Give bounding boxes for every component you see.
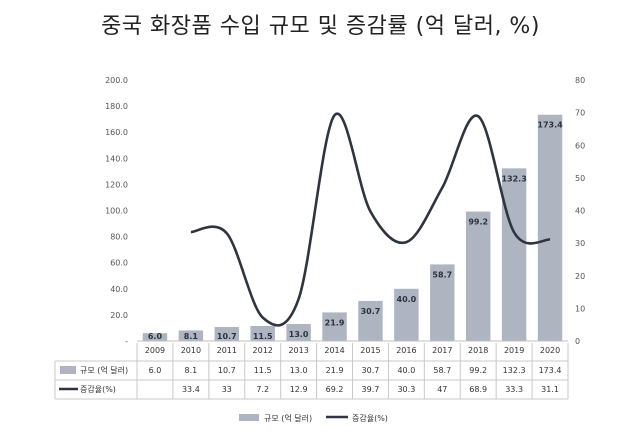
y-right-tick-label: 60 [575, 141, 585, 150]
y-right-tick-label: 20 [575, 272, 585, 281]
bar-value-label: 132.3 [501, 174, 526, 183]
y-left-tick-label: 180.0 [105, 102, 128, 111]
x-tick-label: 2016 [396, 346, 416, 355]
table-cell: 8.1 [185, 366, 198, 375]
bar-value-label: 8.1 [184, 332, 199, 341]
table-cell: 33.3 [505, 385, 523, 394]
y-left-tick-label: 80.0 [110, 233, 128, 242]
legend-label: 증감율(%) [352, 413, 388, 423]
bar [537, 114, 563, 341]
x-tick-label: 2009 [145, 346, 165, 355]
x-tick-label: 2014 [324, 346, 344, 355]
y-left-tick-label: 160.0 [105, 128, 128, 137]
y-right-tick-label: 70 [575, 109, 585, 118]
bar-value-label: 40.0 [397, 295, 417, 304]
table-cell: 6.0 [149, 366, 162, 375]
table-cell: 40.0 [397, 366, 415, 375]
x-tick-label: 2020 [540, 346, 560, 355]
y-right-tick-label: 40 [575, 207, 585, 216]
table-cell: 99.2 [469, 366, 487, 375]
table-cell: 31.1 [541, 385, 559, 394]
table-cell: 30.3 [397, 385, 415, 394]
x-tick-label: 2010 [181, 346, 201, 355]
bar-value-label: 6.0 [148, 332, 163, 341]
x-tick-label: 2019 [504, 346, 524, 355]
table-cell: 11.5 [254, 366, 272, 375]
bar-value-label: 13.0 [289, 330, 309, 339]
table-cell: 58.7 [433, 366, 451, 375]
x-tick-label: 2017 [432, 346, 452, 355]
table-cell: 39.7 [362, 385, 380, 394]
x-tick-label: 2015 [360, 346, 380, 355]
y-right-tick-label: 0 [575, 337, 580, 346]
bar [214, 327, 240, 341]
table-cell: 21.9 [326, 366, 344, 375]
bar [430, 264, 455, 341]
y-left-tick-label: 40.0 [110, 285, 128, 294]
table-cell: 132.3 [503, 366, 526, 375]
y-left-tick-label: 140.0 [105, 154, 128, 163]
table-cell: 7.2 [256, 385, 269, 394]
table-row-header: 규모 (억 달러) [80, 365, 128, 375]
table-row-header: 증감율(%) [80, 384, 116, 394]
table-cell: 13.0 [290, 366, 308, 375]
x-tick-label: 2012 [253, 346, 273, 355]
table-cell: 10.7 [218, 366, 236, 375]
legend-label: 규모 (억 달러) [264, 413, 312, 423]
y-left-tick-label: 120.0 [105, 180, 128, 189]
table-cell: 33 [222, 385, 232, 394]
y-right-tick-label: 80 [575, 76, 585, 85]
bar [250, 325, 275, 341]
table-cell: 69.2 [326, 385, 344, 394]
y-left-tick-label: 200.0 [105, 76, 128, 85]
y-left-tick-label: 100.0 [105, 207, 128, 216]
y-right-tick-label: 10 [575, 304, 585, 313]
table-cell: 47 [437, 385, 447, 394]
bar-value-label: 30.7 [361, 307, 381, 316]
table-cell: 33.4 [182, 385, 200, 394]
bar-value-label: 10.7 [217, 332, 237, 341]
y-left-tick-label: 60.0 [110, 259, 128, 268]
bar [142, 333, 168, 341]
bar [465, 211, 491, 341]
bar-value-label: 11.5 [253, 332, 273, 341]
bar [394, 288, 419, 341]
chart-title: 중국 화장품 수입 규모 및 증감률 (억 달러, %) [101, 14, 540, 39]
y-right-tick-label: 30 [575, 239, 585, 248]
bar-value-label: 21.9 [325, 318, 345, 327]
table-bar-key [60, 366, 76, 374]
bar-value-label: 99.2 [468, 218, 488, 227]
x-tick-label: 2013 [288, 346, 308, 355]
legend-bar-key [239, 414, 259, 421]
y-right-tick-label: 50 [575, 174, 585, 183]
x-tick-label: 2011 [217, 346, 237, 355]
bar-value-label: 173.4 [537, 121, 563, 130]
x-tick-label: 2018 [468, 346, 488, 355]
table-cell: 30.7 [362, 366, 380, 375]
bar [286, 324, 311, 341]
bar [358, 300, 383, 341]
y-left-tick-label: - [125, 337, 128, 346]
table-cell: 68.9 [469, 385, 487, 394]
growth-rate-line [190, 112, 551, 327]
bar [322, 312, 347, 341]
table-cell: 173.4 [539, 366, 562, 375]
y-left-tick-label: 20.0 [110, 311, 128, 320]
bar-value-label: 58.7 [432, 270, 452, 279]
table-cell: 12.9 [290, 385, 308, 394]
bar [178, 330, 204, 341]
bar [501, 168, 527, 341]
